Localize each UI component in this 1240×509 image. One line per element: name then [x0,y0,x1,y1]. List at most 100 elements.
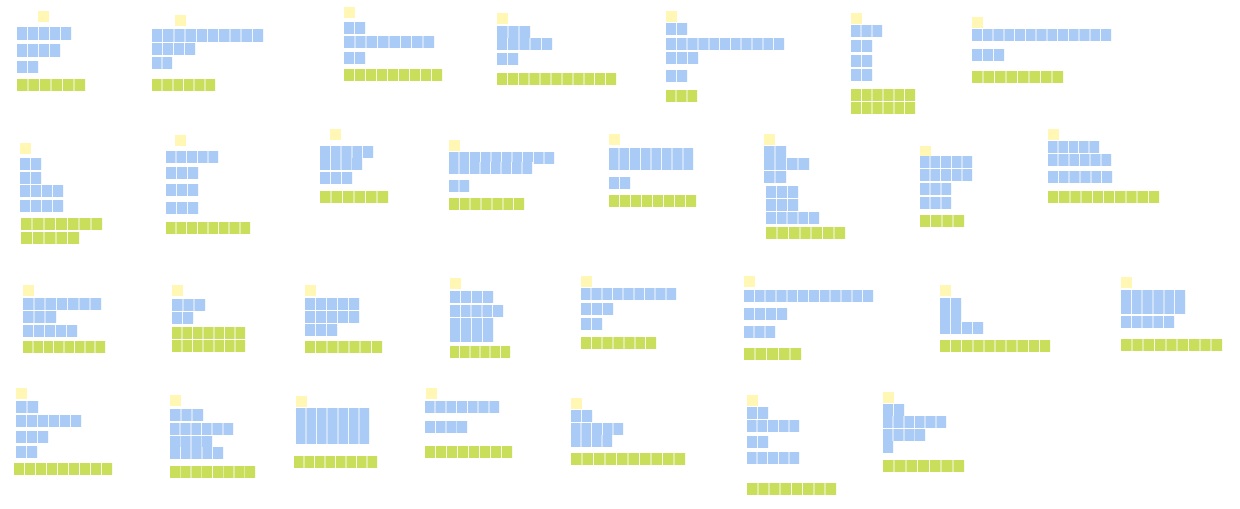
glyph-21-marker [744,276,755,287]
glyph-5-label-bar-1 [666,90,698,102]
glyph-26-token-row-3 [296,432,370,444]
glyph-25-token-row-4 [170,447,224,459]
glyph-13-token-row-2 [764,158,810,170]
glyph-23-token-row-2 [1121,302,1186,314]
glyph-15-token-row-3 [1048,171,1113,183]
glyph-28-label-bar-1 [571,453,686,465]
glyph-28-marker [571,398,582,409]
glyph-4-label-bar-1 [497,73,617,85]
glyph-16-marker [23,285,34,296]
glyph-7-label-bar-1 [972,71,1064,83]
glyph-30-marker [883,392,894,403]
glyph-17-label-bar-1 [172,327,246,339]
glyph-3-marker [344,7,355,18]
glyph-7-token-row-2 [972,49,1005,61]
glyph-13-token-row-6 [766,212,820,224]
glyph-7-token-row-1 [972,29,1112,41]
glyph-15-marker [1048,129,1059,140]
glyph-8-label-bar-2 [21,232,80,244]
glyph-27-token-row-1 [425,401,500,413]
glyph-13-token-row-4 [766,186,799,198]
glyph-17-label-bar-2 [172,340,246,352]
glyph-28-token-row-3 [571,435,613,447]
glyph-14-token-row-3 [920,183,952,195]
glyph-29-label-bar-1 [747,483,837,495]
glyph-24-token-row-2 [16,415,82,427]
glyph-16-label-bar-1 [23,341,106,353]
glyph-27-marker [426,388,437,399]
glyph-24-token-row-1 [16,401,39,413]
glyph-6-token-row-4 [851,69,873,81]
glyph-12-token-row-3 [609,177,631,189]
glyph-20-token-row-1 [581,288,677,300]
glyph-18-token-row-3 [305,324,338,336]
glyph-6-token-row-3 [851,55,873,67]
glyph-1-token-row-3 [17,61,39,73]
glyph-18-token-row-1 [305,298,360,310]
glyph-25-token-row-2 [170,423,234,435]
glyph-5-marker [666,11,677,22]
glyph-9-token-row-2 [166,167,199,179]
glyph-6-label-bar-1 [851,89,916,101]
glyph-16-token-row-2 [23,311,57,323]
glyph-10-label-bar-1 [320,191,389,203]
glyph-20-label-bar-1 [581,337,657,349]
glyph-24-label-bar-1 [14,463,113,475]
glyph-24-token-row-4 [16,446,38,458]
glyph-3-token-row-1 [344,22,366,34]
glyph-8-token-row-3 [20,185,64,197]
glyph-1-token-row-2 [17,44,61,57]
glyph-16-token-row-3 [23,325,78,337]
glyph-9-label-bar-1 [166,222,251,234]
glyph-27-label-bar-1 [425,446,513,458]
glyph-5-token-row-1 [666,23,688,35]
glyph-23-token-row-1 [1121,290,1186,302]
glyph-21-token-row-1 [744,290,874,302]
glyph-22-marker [940,285,951,296]
glyph-8-token-row-2 [20,172,42,184]
glyph-14-token-row-2 [920,169,973,181]
glyph-22-token-row-3 [940,322,984,334]
glyph-22-token-row-1 [940,298,962,310]
glyph-9-marker [175,135,186,146]
glyph-25-marker [170,395,181,406]
glyph-4-token-row-2 [497,38,553,50]
glyph-11-marker [449,140,460,151]
glyph-26-token-row-2 [296,420,370,432]
glyph-12-token-row-1 [609,148,694,160]
glyph-8-marker [20,143,31,154]
glyph-1-label-bar-1 [17,79,86,91]
glyph-15-token-row-2 [1048,154,1112,166]
glyph-9-token-row-4 [166,202,199,214]
glyph-13-token-row-5 [766,199,799,211]
glyph-21-label-bar-1 [744,348,802,360]
glyph-23-label-bar-1 [1121,339,1223,351]
glyph-4-marker [497,13,508,24]
glyph-14-label-bar-1 [920,215,965,227]
glyph-2-token-row-3 [152,57,173,69]
glyph-11-token-row-2 [449,162,533,174]
glyph-29-marker [747,395,758,406]
glyph-9-token-row-3 [166,184,199,196]
glyph-20-token-row-3 [581,318,603,330]
glyph-22-token-row-2 [940,310,962,322]
glyph-14-marker [920,146,931,157]
glyph-10-token-row-1 [320,146,374,158]
glyph-25-token-row-1 [170,409,204,421]
glyph-19-token-row-2 [450,305,504,317]
glyph-12-label-bar-1 [609,195,697,207]
glyph-2-label-bar-1 [152,79,216,91]
glyph-19-token-row-3 [450,318,494,330]
glyph-30-label-bar-1 [883,460,965,472]
glyph-9-token-row-1 [166,151,219,163]
glyph-1-marker [38,11,49,22]
glyph-20-token-row-2 [581,303,614,315]
glyph-21-token-row-3 [744,326,776,338]
glyph-13-token-row-3 [764,171,787,183]
glyph-25-token-row-3 [170,436,213,448]
glyph-18-marker [305,285,316,296]
glyph-24-marker [16,388,27,399]
glyph-13-token-row-1 [764,146,787,158]
glyph-18-label-bar-1 [305,341,383,353]
glyph-5-token-row-3 [666,52,699,64]
